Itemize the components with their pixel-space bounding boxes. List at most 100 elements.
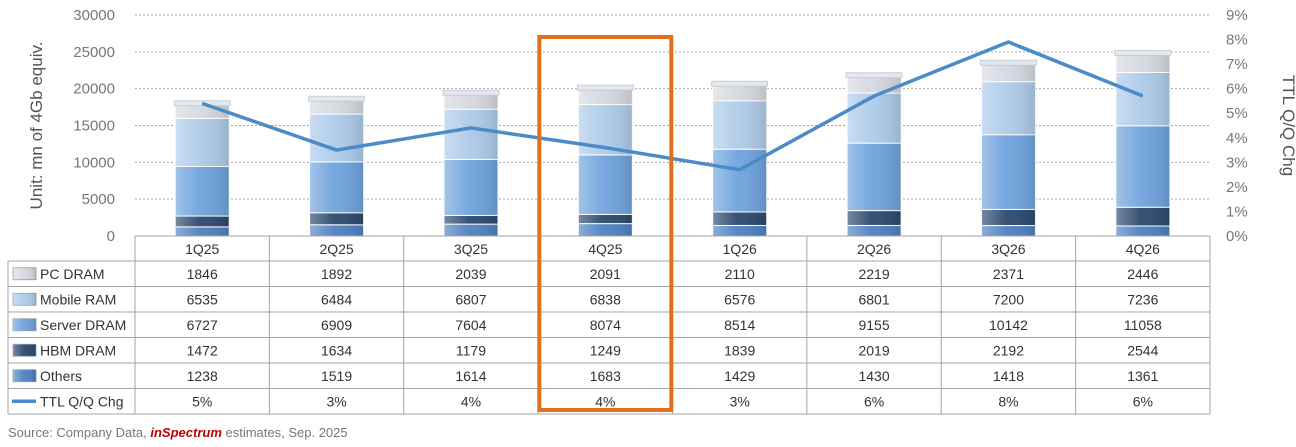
bar-segment-sheen (847, 143, 902, 211)
y-axis: 0 5000 10000 15000 20000 25000 30000 (73, 7, 115, 245)
bar-segment-sheen (1115, 125, 1170, 208)
table-cell: 1430 (858, 368, 889, 384)
table-cell: 3% (326, 393, 346, 409)
category-label: 4Q25 (588, 241, 622, 257)
table-cell: 2091 (590, 266, 621, 282)
table-cell: 1179 (456, 342, 486, 358)
y-tick-label: 10000 (73, 154, 115, 171)
table-cell: 7236 (1127, 291, 1158, 307)
y2-axis-title: TTL Q/Q Chg (1279, 75, 1296, 176)
bar-top-cap (711, 80, 769, 87)
table-cell: 6535 (187, 291, 218, 307)
table-cell: 1892 (321, 266, 352, 282)
bar-segment-sheen (309, 114, 364, 162)
table-cell: 2192 (993, 342, 1024, 358)
bar-segment-sheen (712, 211, 767, 226)
y2-tick-label: 9% (1226, 7, 1248, 24)
bar-segment-sheen (712, 100, 767, 150)
table-cell: 6727 (187, 317, 218, 333)
bar-segment-sheen (578, 154, 633, 215)
bar-segment-sheen (443, 215, 498, 225)
table-cell: 6807 (455, 291, 486, 307)
bar-top-cap (1114, 50, 1172, 56)
y-axis-title: Unit: mn of 4Gb equiv. (27, 42, 46, 210)
table-cell: 1839 (724, 342, 755, 358)
bar-top-cap (442, 89, 500, 96)
bar-segment-sheen (847, 93, 902, 144)
table-cell: 4% (595, 393, 615, 409)
bar-segment-sheen (309, 224, 364, 236)
table-cell: 6909 (321, 317, 352, 333)
bar-segment-sheen (175, 226, 230, 236)
category-label: 1Q26 (723, 241, 757, 257)
table-cell: 7200 (993, 291, 1024, 307)
table-cell: 9155 (858, 317, 889, 333)
table-cell: 1361 (1127, 368, 1158, 384)
table-cell: 1418 (993, 368, 1024, 384)
table-cell: 8074 (590, 317, 621, 333)
bar-segment-sheen (1115, 54, 1170, 73)
table-cell: 6576 (724, 291, 755, 307)
highlight-box (537, 35, 674, 412)
bar-segment-sheen (578, 89, 633, 105)
category-label: 2Q25 (319, 241, 353, 257)
source-suffix: estimates, Sep. 2025 (221, 425, 348, 440)
bar-segment-sheen (578, 214, 633, 224)
y2-tick-label: 7% (1226, 56, 1248, 73)
table-cell: 7604 (455, 317, 486, 333)
y2-tick-label: 3% (1226, 154, 1248, 171)
bar-segment-sheen (712, 85, 767, 101)
table-cell: 2446 (1127, 266, 1158, 282)
table-cell: 6801 (858, 291, 889, 307)
data-table: 1Q25 2Q25 3Q25 4Q25 1Q26 2Q26 3Q26 4Q26 PC DRAM 1… (7, 235, 1211, 415)
table-cell: 1614 (455, 368, 486, 384)
table-cell: 4% (461, 393, 481, 409)
bar-segment-sheen (981, 209, 1036, 226)
table-cell: 1683 (590, 368, 621, 384)
bar-top-cap (576, 84, 634, 91)
bar-segment-sheen (1115, 207, 1170, 226)
bar-segment-sheen (981, 81, 1036, 135)
bar-segment-sheen (175, 216, 230, 227)
bar-segment-sheen (847, 225, 902, 236)
table-cell: 1429 (724, 368, 755, 384)
table-cell: 3% (730, 393, 750, 409)
row-label: Mobile RAM (40, 291, 116, 307)
bar-segment-sheen (309, 100, 364, 115)
bar-segment-sheen (847, 76, 902, 94)
y2-axis: 0% 1% 2% 3% 4% 5% 6% 7% 8% 9% (1226, 7, 1248, 245)
bar-segment-sheen (443, 159, 498, 216)
bar-segment-sheen (443, 109, 498, 160)
y-tick-label: 30000 (73, 7, 115, 24)
legend-key-sheen (13, 267, 36, 280)
y-tick-label: 15000 (73, 118, 115, 135)
y-tick-label: 5000 (82, 191, 115, 208)
table-cell: 11058 (1124, 317, 1162, 333)
table-cell: 1519 (321, 368, 352, 384)
table-cell: 2019 (858, 342, 889, 358)
y-tick-label: 0 (107, 228, 115, 245)
legend-key-sheen (13, 293, 36, 306)
y-tick-label: 20000 (73, 81, 115, 98)
table-cell: 1634 (321, 342, 352, 358)
bar-segment-sheen (712, 225, 767, 236)
row-label: Server DRAM (40, 317, 126, 333)
y2-tick-label: 1% (1226, 203, 1248, 220)
bar-segment-sheen (309, 212, 364, 225)
table-cell: 2371 (993, 266, 1024, 282)
category-label: 4Q26 (1126, 241, 1160, 257)
legend-key-sheen (13, 318, 36, 331)
row-label: TTL Q/Q Chg (40, 393, 124, 409)
category-label: 2Q26 (857, 241, 891, 257)
bar-segment-sheen (309, 161, 364, 213)
bar-segment-sheen (981, 225, 1036, 236)
table-cell: 6% (1133, 393, 1153, 409)
category-label: 1Q25 (185, 241, 219, 257)
source-note: Source: Company Data, inSpectrum estimat… (8, 425, 348, 440)
bar-top-cap (308, 95, 365, 102)
bar-segment-sheen (1115, 72, 1170, 126)
category-label: 3Q26 (991, 241, 1025, 257)
source-prefix: Source: Company Data, (8, 425, 151, 440)
legend-key-sheen (13, 369, 36, 382)
